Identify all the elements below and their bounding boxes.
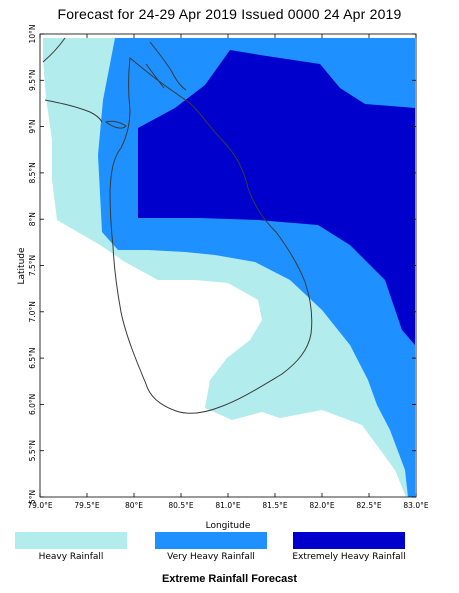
legend-heavy-label: Heavy Rainfall <box>38 552 104 562</box>
y-axis-title: Latitude <box>17 247 27 285</box>
map-title: Forecast for 24-29 Apr 2019 Issued 0000 … <box>57 6 402 22</box>
coastline-island <box>104 120 127 129</box>
lon-tick-label: 81.5°E <box>262 501 287 510</box>
coastline <box>109 57 313 414</box>
legend-heavy-swatch <box>15 532 127 549</box>
axis-ticks: 79.0°E 79.5°E 80°E 80.5°E 81.0°E 81.5°E 82.0°E… <box>27 25 428 510</box>
lat-tick-label: 9.5°N <box>28 70 37 91</box>
lon-tick-label: 83.0°E <box>403 501 428 510</box>
lon-tick-label: 80°E <box>125 501 143 510</box>
legend-very-heavy-swatch <box>155 532 267 549</box>
coastline-peninsula <box>44 99 103 123</box>
lon-tick-label: 81.0°E <box>215 501 240 510</box>
lon-tick-label: 82.5°E <box>356 501 381 510</box>
lat-tick-label: 6.0°N <box>28 394 37 415</box>
lon-tick-label: 82.0°E <box>309 501 334 510</box>
lat-tick-label: 5.5°N <box>28 440 37 461</box>
lat-tick-label: 8°N <box>28 212 37 226</box>
lat-tick-label: 10°N <box>28 25 37 44</box>
lon-tick-label: 79.5°E <box>74 501 99 510</box>
lon-tick-label: 79.0°E <box>27 501 52 510</box>
lat-tick-label: 7.5°N <box>28 255 37 276</box>
lat-tick-label: 5°N <box>28 490 37 504</box>
coastline-jaffna <box>149 41 187 91</box>
legend-very-heavy-label: Very Heavy Rainfall <box>167 552 255 562</box>
lat-tick-label: 8.5°N <box>28 162 37 183</box>
legend-extreme-swatch <box>293 532 405 549</box>
lat-tick-label: 7.0°N <box>28 301 37 322</box>
footer-caption: Extreme Rainfall Forecast <box>161 573 298 585</box>
x-axis-title: Longitude <box>206 521 251 531</box>
lat-tick-label: 6.5°N <box>28 347 37 368</box>
coastline-lagoon <box>145 63 165 89</box>
coastline-north-spit <box>42 37 66 63</box>
lon-tick-label: 80.5°E <box>168 501 193 510</box>
lat-tick-label: 9°N <box>28 120 37 134</box>
legend-extreme-label: Extremely Heavy Rainfall <box>292 552 406 562</box>
extremely-heavy-rainfall-zone <box>138 50 415 345</box>
